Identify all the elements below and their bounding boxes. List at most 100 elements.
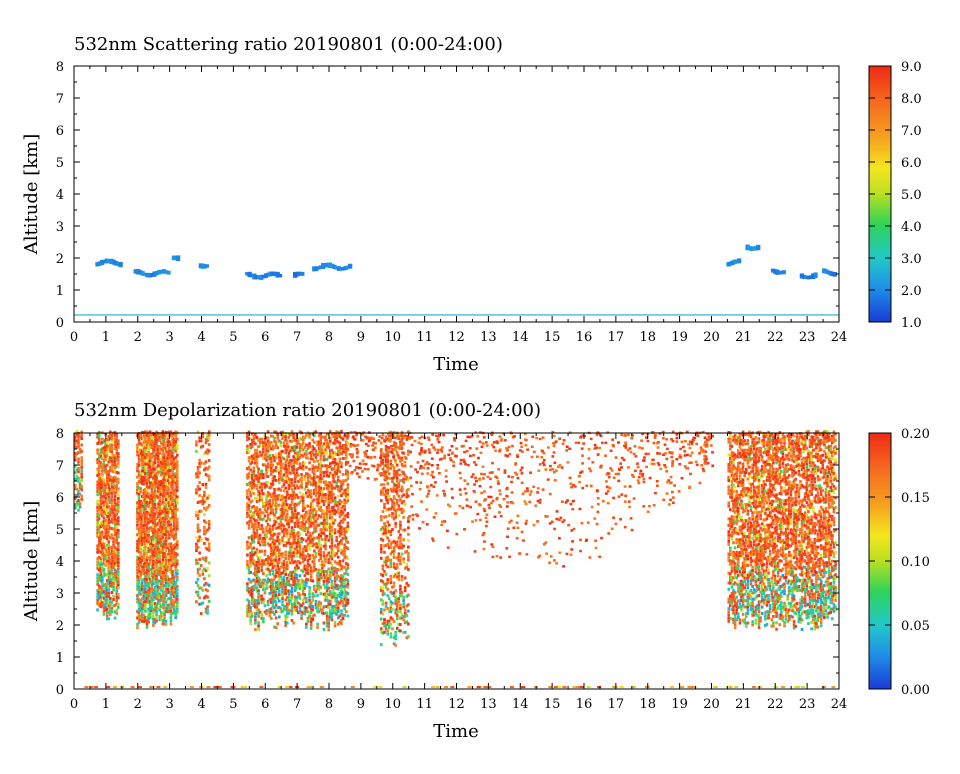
- depol-cell: [343, 582, 346, 585]
- depol-cell: [326, 471, 329, 474]
- depol-cell: [300, 479, 303, 482]
- depol-cell: [308, 589, 311, 592]
- depol-cell: [117, 507, 120, 510]
- depol-cell: [288, 497, 291, 500]
- depol-cell: [283, 534, 286, 537]
- depol-cell: [319, 439, 322, 442]
- depol-cell: [315, 488, 318, 491]
- depol-cell: [117, 455, 120, 458]
- depol-cell: [117, 561, 120, 564]
- depol-cell: [246, 582, 249, 585]
- depol-cell: [168, 466, 171, 469]
- depol-cell: [117, 516, 120, 519]
- depol-cell: [77, 499, 80, 502]
- depol-cell: [198, 481, 201, 484]
- depol-cell: [380, 643, 383, 646]
- depol-cell: [283, 441, 286, 444]
- depol-cell: [117, 503, 120, 506]
- depol-cell: [382, 612, 385, 615]
- depol-cell: [260, 569, 263, 572]
- depol-cell: [174, 533, 177, 536]
- depol-cell: [198, 568, 201, 571]
- depol-cell: [324, 493, 327, 496]
- depol-cell: [281, 600, 284, 603]
- depol-cell: [144, 469, 147, 472]
- depol-cell: [176, 521, 179, 524]
- depol-cell: [280, 470, 283, 473]
- depol-cell: [260, 524, 263, 527]
- depol-cell: [315, 526, 318, 529]
- depol-cell: [272, 508, 275, 511]
- depol-cell: [149, 466, 152, 469]
- depol-cell: [324, 525, 327, 528]
- depol-cell: [339, 442, 342, 445]
- depol-cell: [276, 565, 279, 568]
- depol-cell: [332, 573, 335, 576]
- depol-cell: [206, 612, 209, 615]
- depol-cell: [174, 616, 177, 619]
- depol-cell: [197, 517, 200, 520]
- depol-cell: [176, 463, 179, 466]
- depol-cell: [327, 580, 330, 583]
- depol-cell: [198, 552, 201, 555]
- depol-cell: [390, 632, 393, 635]
- depol-cell: [280, 489, 283, 492]
- depol-cell: [170, 523, 173, 526]
- depol-cell: [284, 554, 287, 557]
- depol-cell: [324, 480, 327, 483]
- depol-cell: [176, 473, 179, 476]
- depol-cell: [386, 607, 389, 610]
- cloud-feature: [199, 263, 209, 269]
- depol-cell: [117, 583, 120, 586]
- depol-cell: [96, 500, 99, 503]
- depol-cell: [101, 473, 104, 476]
- depol-cell: [248, 514, 251, 517]
- x-tick-label: 19: [671, 330, 688, 345]
- depol-cell: [107, 540, 110, 543]
- depol-cell: [281, 450, 284, 453]
- depol-cell: [268, 518, 271, 521]
- depol-cell: [347, 515, 350, 518]
- depol-cell: [326, 516, 329, 519]
- depol-cell: [382, 433, 385, 436]
- depol-cell: [305, 623, 308, 626]
- depol-cell: [390, 546, 393, 549]
- depol-cell: [308, 468, 311, 471]
- depol-cell: [208, 561, 211, 564]
- depol-cell: [165, 504, 168, 507]
- depol-cell: [323, 442, 326, 445]
- depol-cell: [391, 512, 394, 515]
- depol-cell: [305, 581, 308, 584]
- depol-cell: [291, 613, 294, 616]
- depol-cell: [176, 559, 179, 562]
- depol-cell: [198, 536, 201, 539]
- depol-cell: [256, 554, 259, 557]
- depol-cell: [208, 433, 211, 436]
- depol-cell: [138, 464, 141, 467]
- depol-cell: [248, 450, 251, 453]
- depol-cell: [77, 467, 80, 470]
- depol-cell: [114, 617, 117, 620]
- depol-cell: [254, 618, 257, 621]
- depol-cell: [176, 460, 179, 463]
- depol-cell: [265, 526, 268, 529]
- depol-cell: [398, 575, 401, 578]
- depol-cell: [117, 497, 120, 500]
- depol-cell: [171, 570, 174, 573]
- depol-cell: [329, 465, 332, 468]
- depol-cell: [324, 538, 327, 541]
- depol-cell: [324, 448, 327, 451]
- depol-cell: [402, 538, 405, 541]
- depol-cell: [310, 454, 313, 457]
- depol-cell: [386, 482, 389, 485]
- depol-cell: [273, 437, 276, 440]
- depol-cell: [278, 503, 281, 506]
- depol-cell: [327, 507, 330, 510]
- depol-cell: [208, 520, 211, 523]
- depol-cell: [299, 597, 302, 600]
- depol-cell: [313, 460, 316, 463]
- depol-cell: [280, 607, 283, 610]
- depol-cell: [329, 481, 332, 484]
- depol-cell: [198, 459, 201, 462]
- depol-cell: [291, 501, 294, 504]
